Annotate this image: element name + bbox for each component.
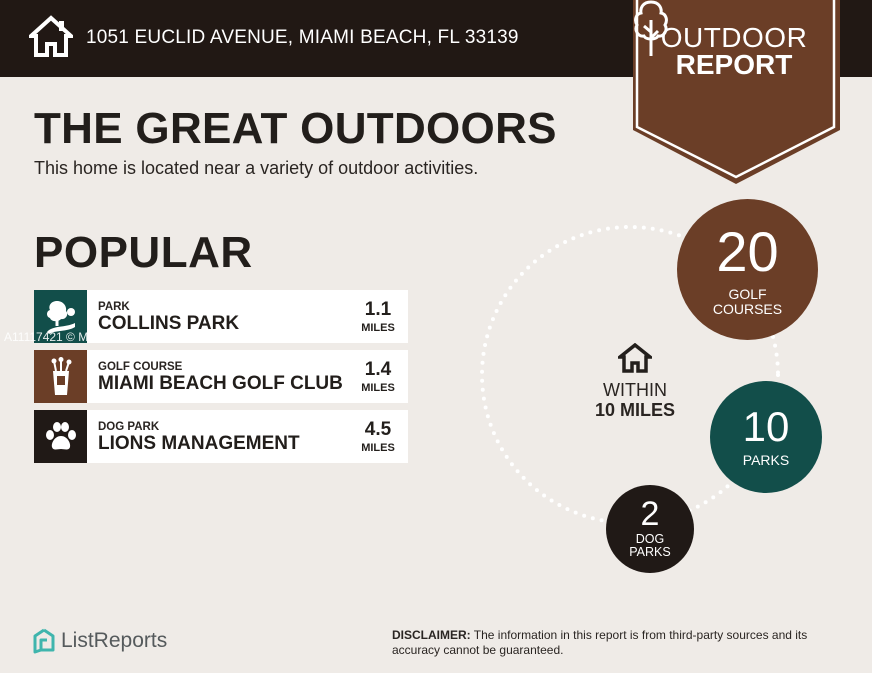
row-type: PARK xyxy=(98,301,130,313)
golf-courses-label-1: GOLF xyxy=(728,286,767,302)
row-type: DOG PARK xyxy=(98,421,160,433)
row-distance: 4.5 xyxy=(364,419,392,440)
page-subtitle: This home is located near a variety of o… xyxy=(34,158,479,178)
dog-parks-count-circle: 2 DOG PARKS xyxy=(606,485,694,573)
listreports-logo-icon xyxy=(33,628,55,654)
list-item: GOLF COURSE MIAMI BEACH GOLF CLUB 1.4 MI… xyxy=(34,350,408,403)
dog-parks-label: DOG PARKS xyxy=(606,533,694,559)
disclaimer: DISCLAIMER: The information in this repo… xyxy=(392,628,852,658)
dog-parks-label-2: PARKS xyxy=(629,545,671,559)
golf-courses-label-2: COURSES xyxy=(712,301,783,317)
listreports-logo-text: ListReports xyxy=(61,629,168,652)
property-address: 1051 EUCLID AVENUE, MIAMI BEACH, FL 3313… xyxy=(86,27,519,48)
row-unit: MILES xyxy=(361,442,395,454)
parks-count: 10 xyxy=(742,403,790,450)
golf-courses-count: 20 xyxy=(716,220,779,283)
mls-watermark: A11117421 © Miami MLS® 2021 xyxy=(4,330,178,344)
row-name: LIONS MANAGEMENT xyxy=(98,433,300,454)
golf-bag-icon xyxy=(51,356,71,395)
popular-heading: POPULAR xyxy=(34,228,253,277)
outdoor-report-badge: OUTDOOR REPORT xyxy=(633,0,840,185)
list-item: PARK COLLINS PARK 1.1 MILES xyxy=(34,290,408,343)
home-icon xyxy=(618,343,652,373)
within-distance: 10 MILES xyxy=(594,400,676,420)
paw-print-icon xyxy=(45,421,76,449)
page-title: THE GREAT OUTDOORS xyxy=(34,104,557,153)
row-name: COLLINS PARK xyxy=(98,313,240,334)
row-icon-box xyxy=(34,410,87,463)
home-icon xyxy=(29,15,73,57)
row-unit: MILES xyxy=(361,382,395,394)
row-distance: 1.1 xyxy=(364,299,392,320)
golf-courses-count-circle: 20 GOLF COURSES xyxy=(677,199,818,340)
row-type: GOLF COURSE xyxy=(98,361,183,373)
row-name: MIAMI BEACH GOLF CLUB xyxy=(98,373,343,394)
row-unit: MILES xyxy=(361,322,395,334)
golf-courses-label: GOLF COURSES xyxy=(677,287,818,317)
tree-icon xyxy=(634,0,668,56)
parks-count-circle: 10 PARKS xyxy=(710,381,822,493)
badge-title-line1: OUTDOOR xyxy=(660,22,808,53)
within-label: WITHIN xyxy=(603,380,667,400)
dog-parks-count: 2 xyxy=(640,495,660,533)
list-item: DOG PARK LIONS MANAGEMENT 4.5 MILES xyxy=(34,410,408,463)
park-tree-icon xyxy=(46,300,75,334)
row-icon-box xyxy=(34,290,87,343)
disclaimer-label: DISCLAIMER: xyxy=(392,628,471,642)
disclaimer-text: The information in this report is from t… xyxy=(392,628,808,657)
popular-list: PARK COLLINS PARK 1.1 MILES GOLF COURSE … xyxy=(34,290,408,470)
row-icon-box xyxy=(34,350,87,403)
parks-label: PARKS xyxy=(742,452,790,468)
badge-title-line2: REPORT xyxy=(675,49,793,80)
row-distance: 1.4 xyxy=(364,359,392,380)
dog-parks-label-1: DOG xyxy=(635,532,665,546)
